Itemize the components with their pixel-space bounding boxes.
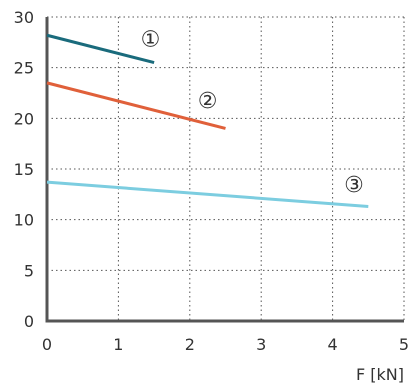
- x-tick-label: 4: [328, 335, 338, 354]
- series-line-2: [46, 81, 226, 130]
- y-tick-label: 0: [24, 312, 34, 331]
- series-marker-1: ①: [141, 27, 161, 52]
- x-tick-label: 1: [113, 335, 123, 354]
- grid: [47, 16, 405, 321]
- x-tick-label: 3: [256, 335, 266, 354]
- y-tick-label: 25: [14, 59, 34, 78]
- x-tick-label: 2: [185, 335, 195, 354]
- y-tick-label: 10: [14, 211, 34, 230]
- series-line-1: [46, 33, 155, 65]
- x-tick-label: 0: [42, 335, 52, 354]
- series-marker-2: ②: [198, 89, 218, 114]
- y-tick-label: 5: [24, 261, 34, 280]
- series-markers: ① ② ③: [141, 27, 364, 198]
- y-tick-label: 20: [14, 109, 34, 128]
- series-line-3: [46, 180, 369, 208]
- series: [46, 33, 369, 208]
- series-marker-3: ③: [344, 173, 364, 198]
- y-tick-label: 30: [14, 8, 34, 27]
- tick-labels: 0 5 10 15 20 25 30 0 1 2 3 4 5: [14, 8, 409, 354]
- y-tick-label: 15: [14, 160, 34, 179]
- x-tick-label: 5: [399, 335, 409, 354]
- axes: [45, 17, 404, 323]
- x-axis-label: F [kN]: [356, 365, 404, 384]
